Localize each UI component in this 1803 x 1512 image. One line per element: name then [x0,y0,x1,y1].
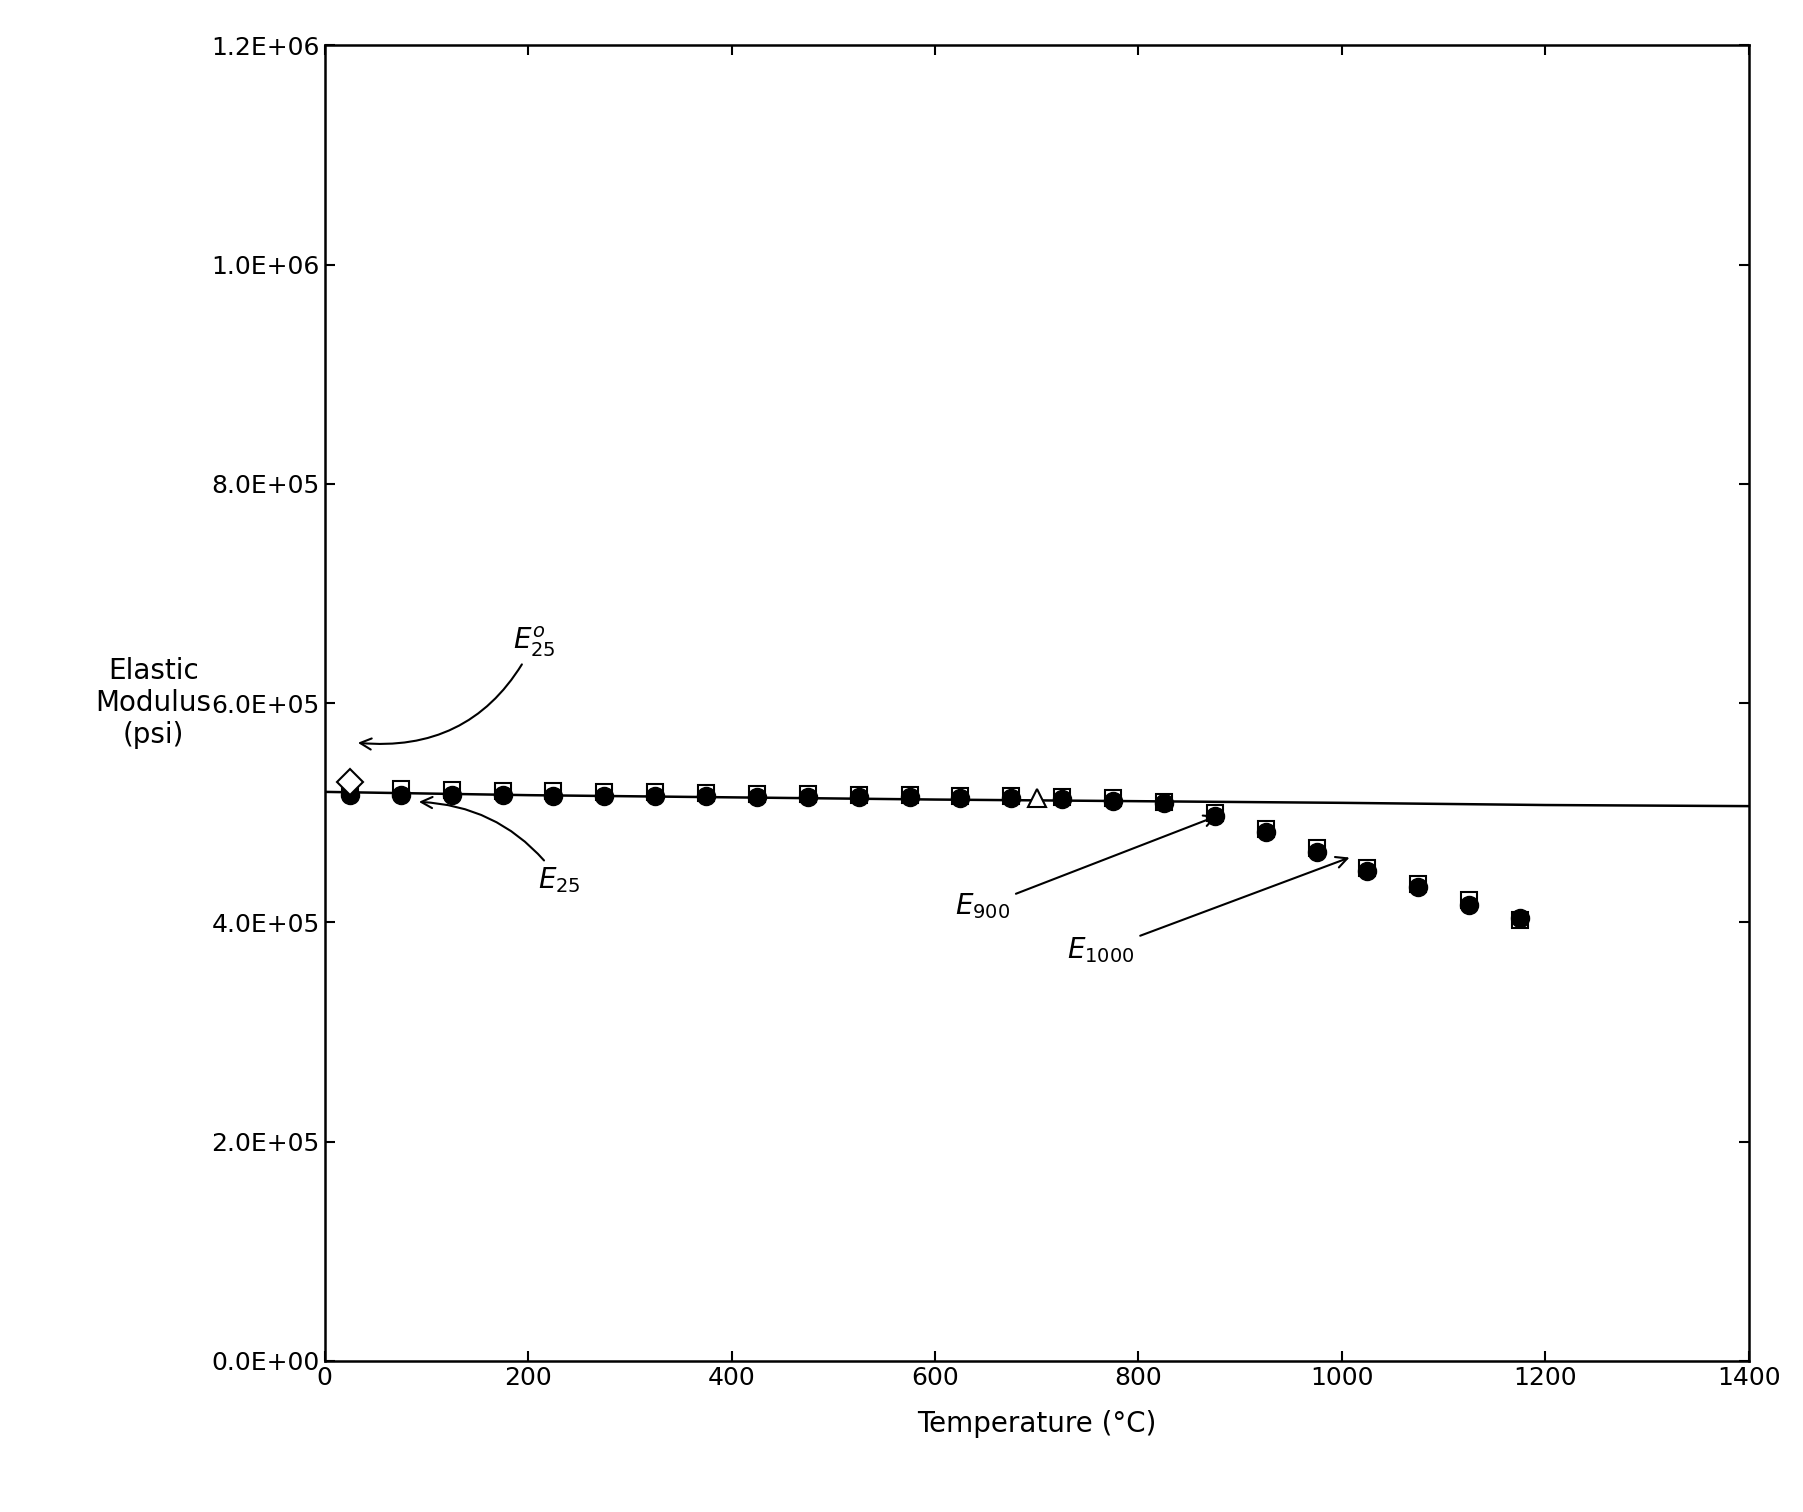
Text: $E_{1000}$: $E_{1000}$ [1067,857,1347,965]
Text: $E_{25}$: $E_{25}$ [422,797,581,895]
Y-axis label: Elastic
Modulus
(psi): Elastic Modulus (psi) [96,656,211,750]
X-axis label: Temperature (°C): Temperature (°C) [918,1411,1156,1438]
Text: $E^o_{25}$: $E^o_{25}$ [361,624,555,750]
Text: $E_{900}$: $E_{900}$ [956,815,1215,921]
